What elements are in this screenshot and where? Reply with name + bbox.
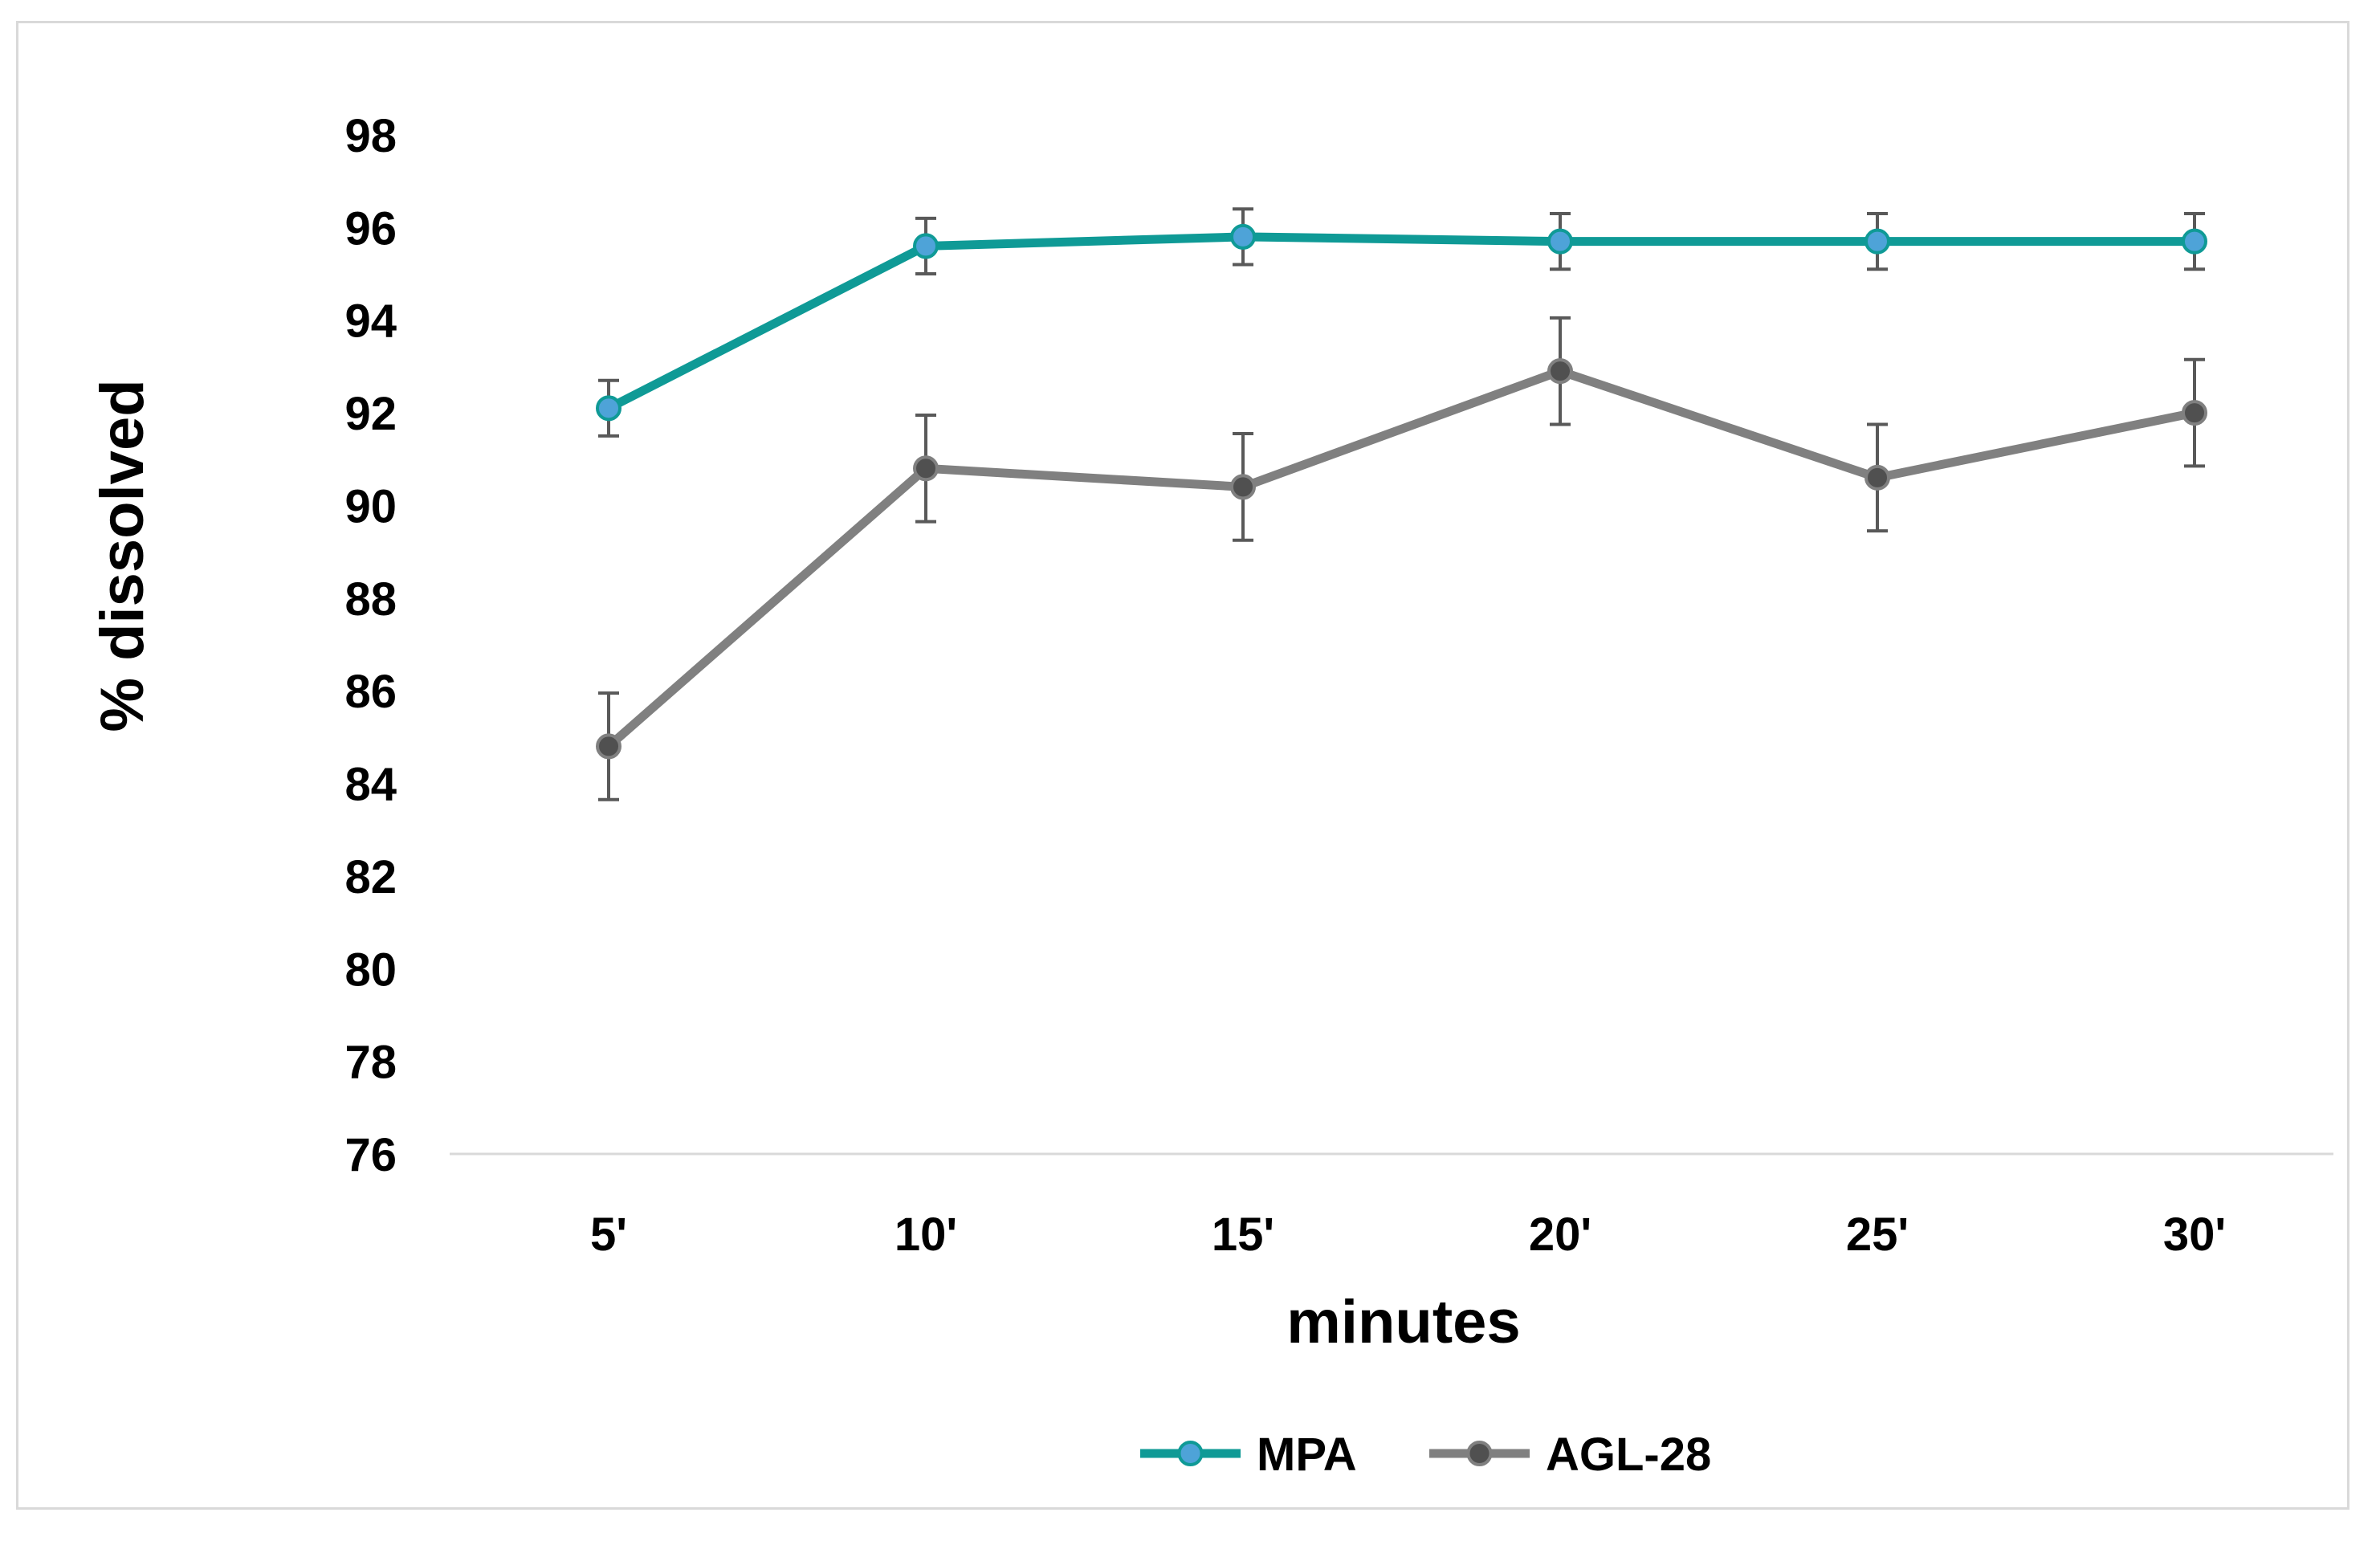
y-tick-label: 84 — [344, 759, 397, 811]
legend-label: AGL-28 — [1546, 1429, 1711, 1481]
y-axis-title: % dissolved — [88, 379, 157, 732]
y-tick-label: 98 — [344, 110, 397, 162]
y-tick-label: 80 — [344, 944, 397, 996]
data-point — [2182, 400, 2207, 426]
data-point — [1547, 358, 1573, 385]
x-tick-label: 30' — [2163, 1209, 2226, 1261]
x-tick-label: 10' — [895, 1209, 957, 1261]
y-tick-label: 88 — [344, 573, 397, 626]
data-point — [1230, 223, 1256, 250]
y-tick-label: 96 — [344, 202, 397, 255]
data-point — [913, 233, 939, 259]
data-point — [2182, 228, 2207, 255]
y-tick-label: 90 — [344, 480, 397, 532]
x-axis-title: minutes — [1286, 1288, 1520, 1356]
y-tick-label: 82 — [344, 851, 397, 903]
y-tick-label: 78 — [344, 1037, 397, 1089]
legend-label: MPA — [1257, 1429, 1357, 1481]
legend-item-mpa: MPA — [1140, 1429, 1357, 1481]
series-line — [604, 366, 2199, 751]
legend-marker — [1177, 1441, 1204, 1466]
legend: MPA AGL-28 — [1140, 1429, 1711, 1481]
data-point — [596, 733, 621, 760]
x-tick-label: 15' — [1212, 1209, 1274, 1261]
x-tick-label: 20' — [1529, 1209, 1591, 1261]
x-axis-ticks: 5' 10' 15' 20' 25' 30' — [590, 1209, 2226, 1261]
chart-frame — [16, 21, 2349, 1510]
y-tick-label: 86 — [344, 666, 397, 718]
series-layer — [596, 207, 2207, 801]
data-point — [1864, 228, 1890, 255]
data-point — [913, 455, 939, 482]
series-mpa — [596, 207, 2207, 438]
legend-item-agl-28: AGL-28 — [1429, 1429, 1711, 1481]
x-tick-label: 25' — [1846, 1209, 1909, 1261]
y-tick-label: 94 — [344, 296, 397, 348]
data-point — [596, 395, 621, 422]
y-axis-ticks: 76 78 80 82 84 86 88 90 92 94 96 98 — [344, 110, 397, 1181]
legend-marker — [1466, 1441, 1493, 1466]
data-point — [1864, 464, 1890, 491]
data-point — [1547, 228, 1573, 255]
x-tick-label: 5' — [590, 1209, 627, 1261]
y-tick-label: 92 — [344, 388, 397, 440]
series-agl-28 — [596, 316, 2207, 801]
series-line — [604, 232, 2199, 413]
data-point — [1230, 474, 1256, 500]
y-tick-label: 76 — [344, 1129, 397, 1181]
